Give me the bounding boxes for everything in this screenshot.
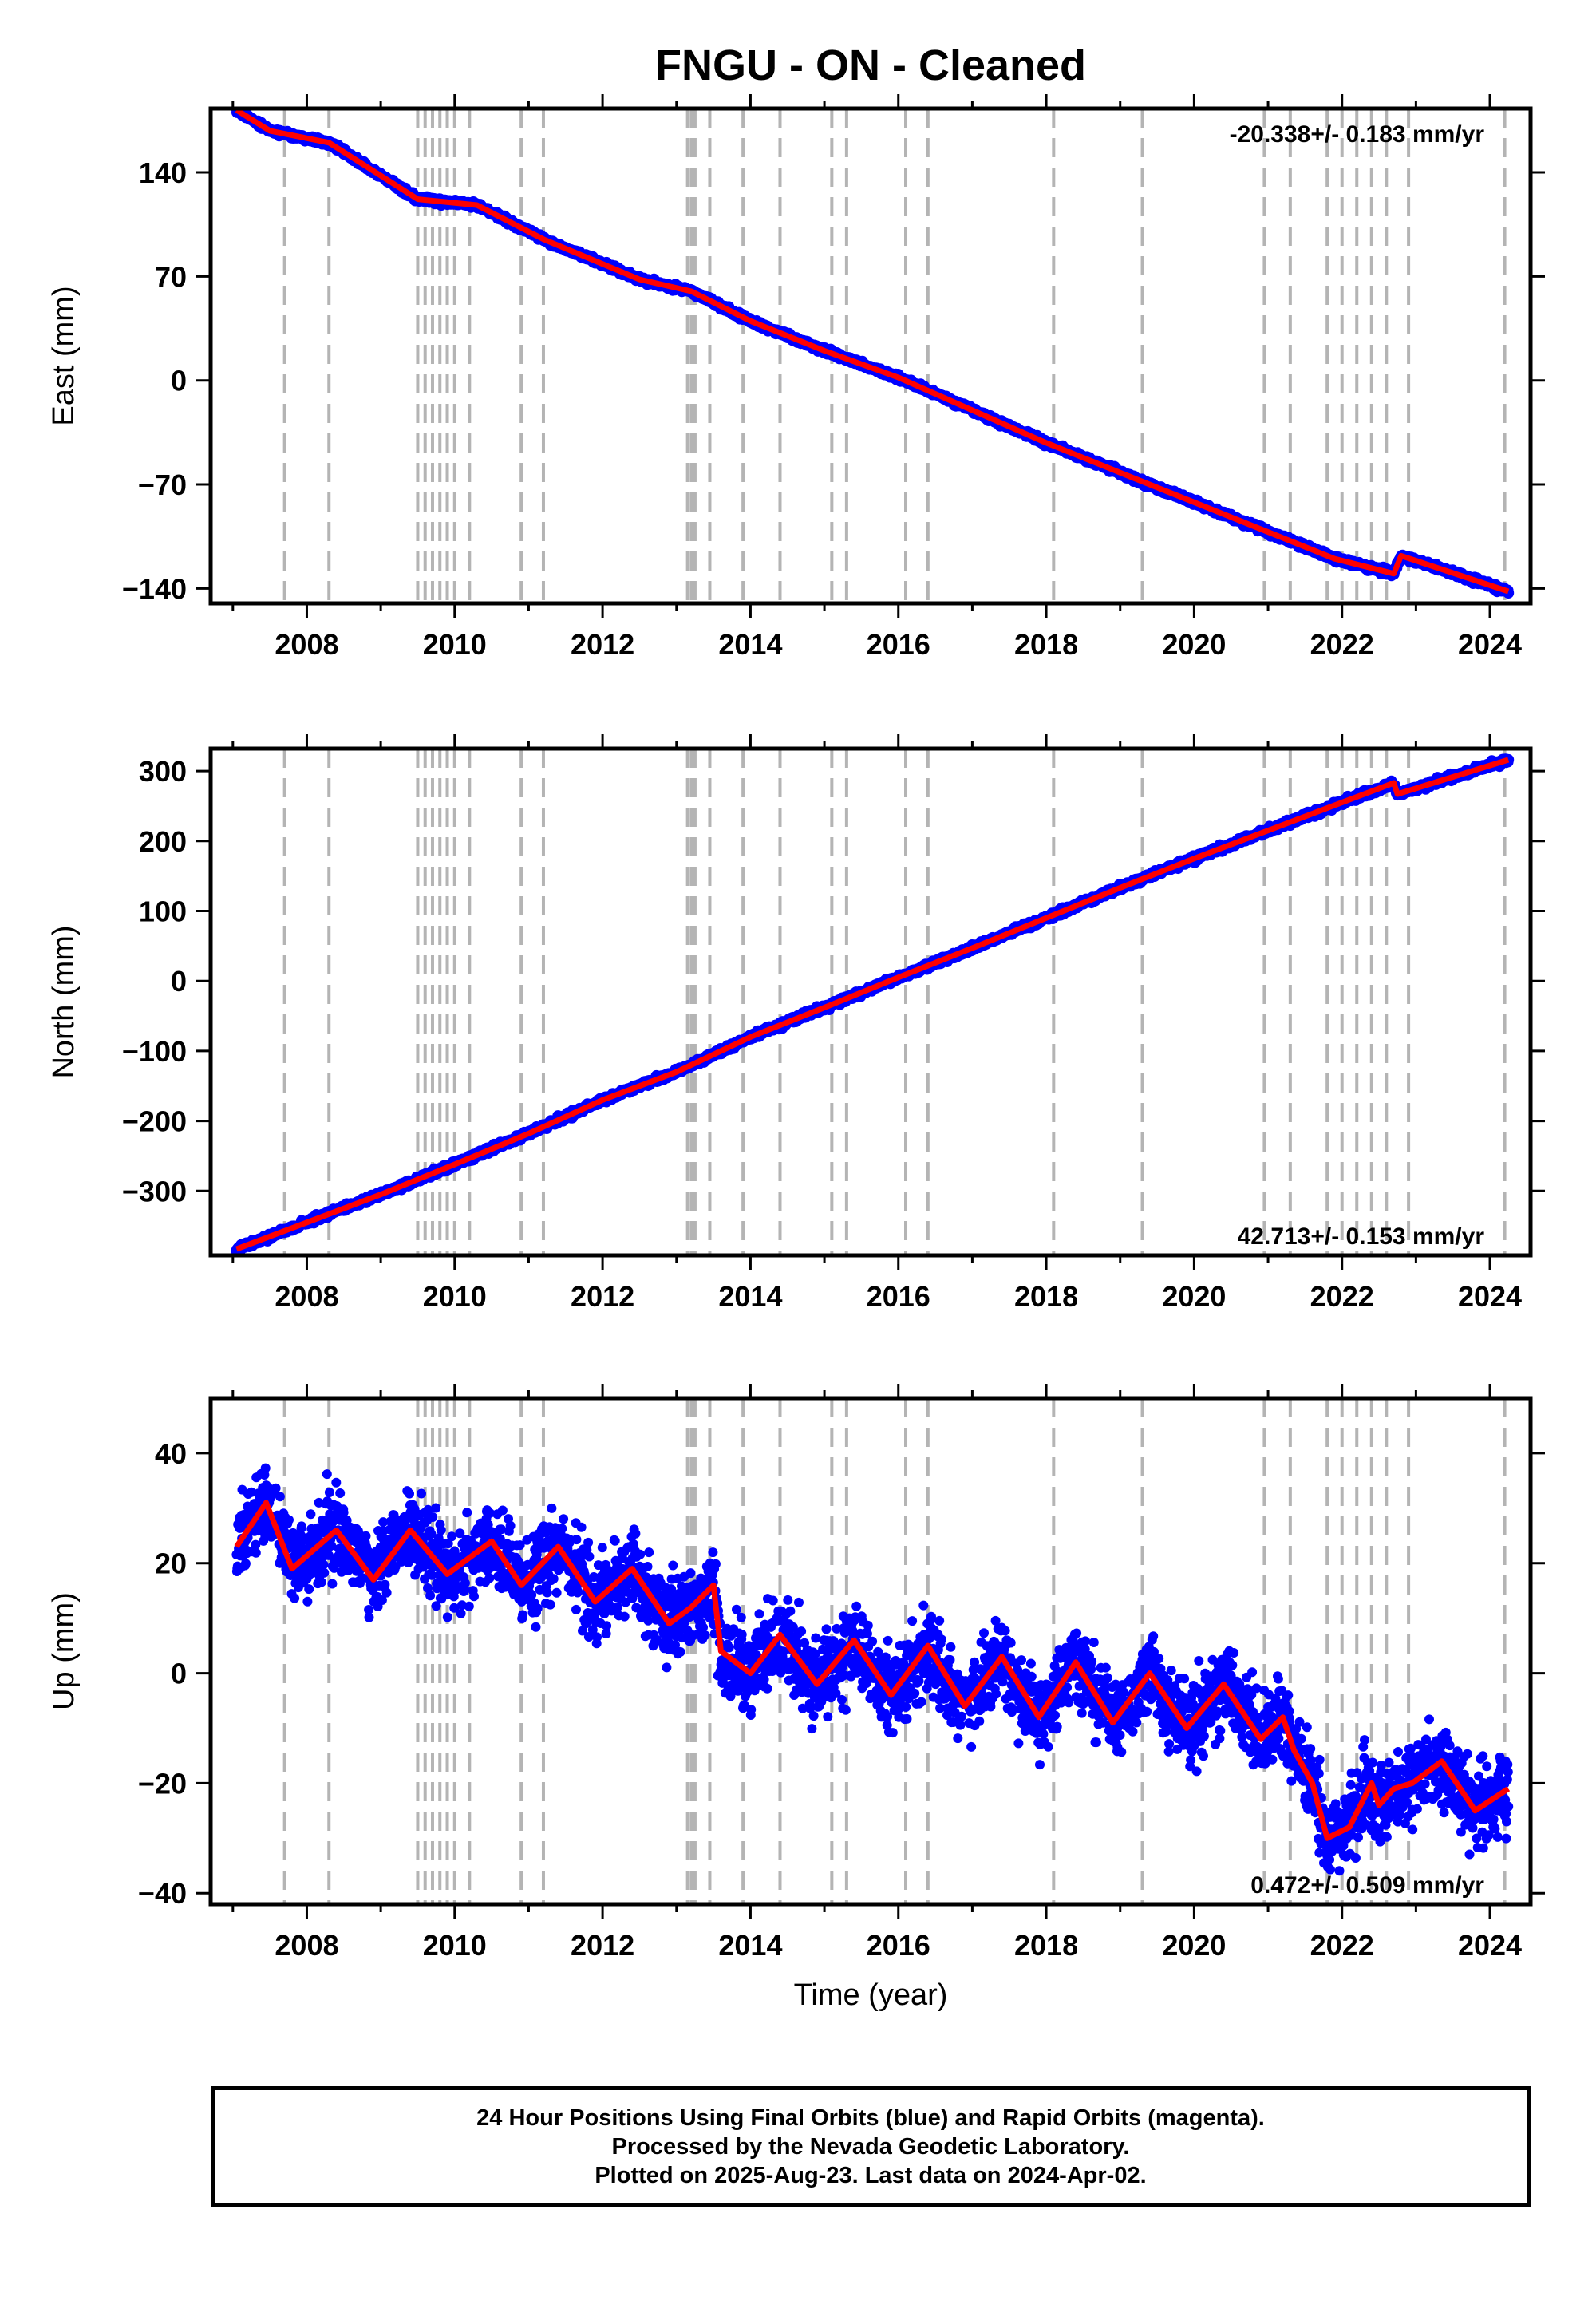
x-tick-label: 2016 <box>867 628 930 661</box>
daily-position-points <box>231 109 1515 599</box>
gps-timeseries-figure: FNGU - ON - Cleaned 2008 2010 2012 2014 2016… <box>47 41 1545 2012</box>
x-tick-label: 2024 <box>1458 628 1522 661</box>
y-axis-label: East (mm) <box>47 286 81 425</box>
x-tick-label: 2022 <box>1310 628 1374 661</box>
x-tick-label: 2010 <box>423 628 487 661</box>
x-tick-label: 2020 <box>1162 628 1226 661</box>
x-tick-label: 2012 <box>571 628 634 661</box>
model-fit-line <box>235 109 1510 595</box>
east-panel: 2008 2010 2012 2014 2016 2018 2020 2022 2024 140 7… <box>47 94 1545 661</box>
figure-title: FNGU - ON - Cleaned <box>655 41 1086 89</box>
event-markers <box>282 749 1507 1255</box>
y-axis-ticks: 140 70 0 −70 −140 <box>122 156 1545 605</box>
y-tick-label: −70 <box>138 468 187 501</box>
x-axis-ticks: 2008 2010 2012 2014 2016 2018 2020 2022 2024 <box>231 94 1522 661</box>
velocity-rate-label: -20.338+/- 0.183 mm/yr <box>1230 121 1485 148</box>
north-panel: 2008 2010 2012 2014 2016 2018 2020 2022 20243002… <box>47 734 1545 1313</box>
y-tick-label: 0 <box>171 365 187 397</box>
y-tick-label: 70 <box>155 260 187 293</box>
y-tick-label: 140 <box>139 156 187 189</box>
x-tick-label: 2018 <box>1014 628 1078 661</box>
y-tick-label: −140 <box>122 572 187 605</box>
event-markers <box>282 109 1507 603</box>
plot-frame <box>208 106 1533 606</box>
daily-position-points <box>231 753 1515 1255</box>
x-tick-label: 2014 <box>718 628 782 661</box>
x-tick-label: 2008 <box>275 628 338 661</box>
